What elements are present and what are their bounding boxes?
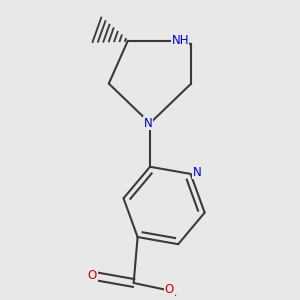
Text: NH: NH [171,34,189,47]
Text: O: O [88,268,97,282]
Text: N: N [144,117,153,130]
Text: N: N [193,166,201,179]
Text: O: O [165,283,174,296]
